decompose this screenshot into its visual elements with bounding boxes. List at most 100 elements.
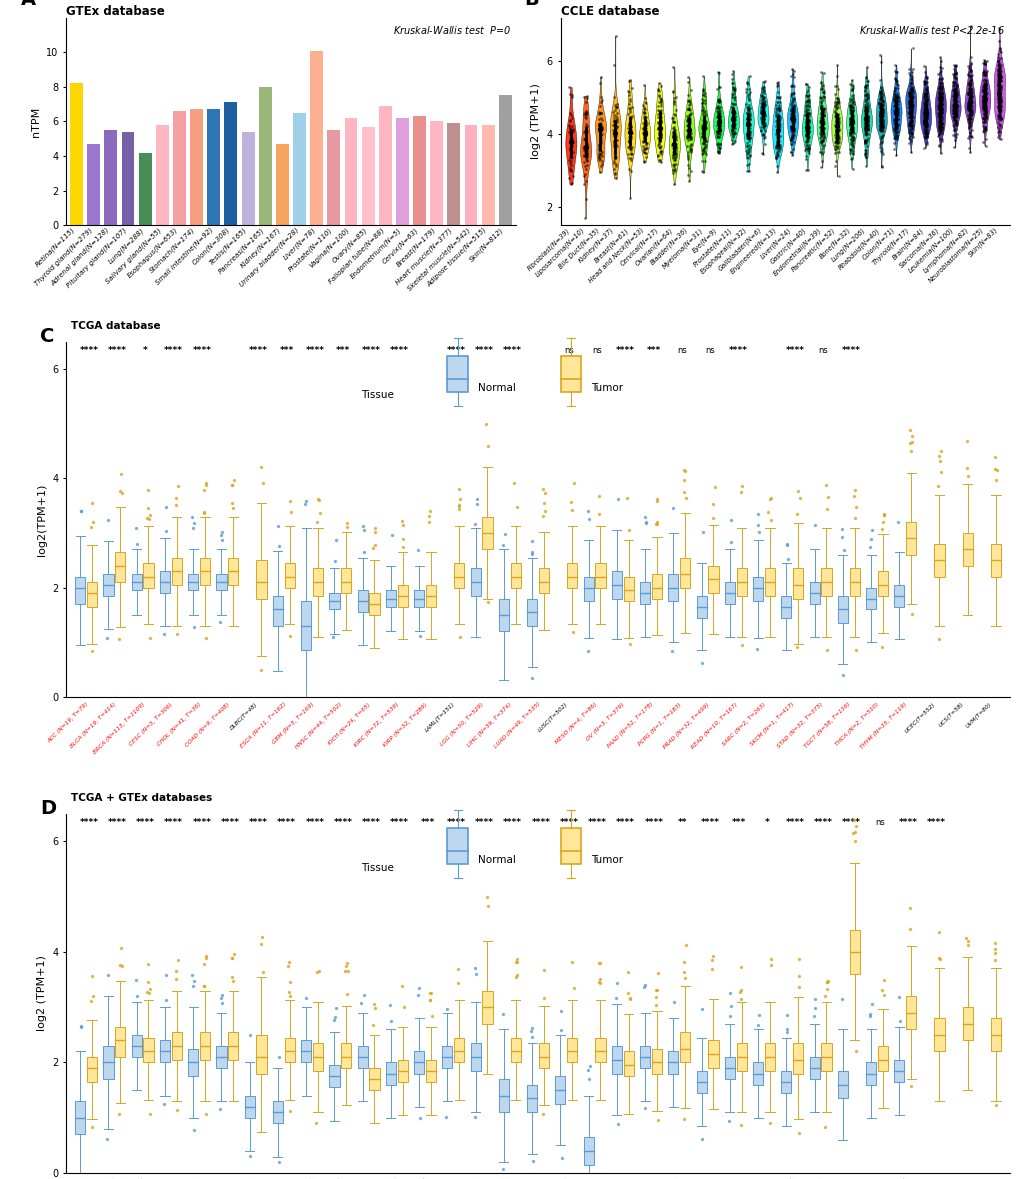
Point: [726, 124, 742, 143]
Point: [974, 66, 990, 85]
Point: [960, 127, 976, 146]
Point: [727, 118, 743, 137]
Text: A: A: [21, 0, 37, 9]
Point: [841, 97, 857, 116]
Point: [755, 84, 771, 103]
Point: [887, 70, 903, 88]
Point: [947, 99, 963, 118]
Point: [989, 86, 1006, 105]
Point: [812, 117, 828, 136]
Point: [710, 91, 727, 110]
Point: [739, 111, 755, 130]
Point: [932, 88, 949, 107]
Point: [812, 62, 828, 81]
Point: [859, 113, 875, 132]
Point: [663, 134, 680, 153]
Point: [768, 113, 785, 132]
Point: [634, 140, 650, 159]
Point: [113, 483, 129, 502]
Point: [856, 134, 872, 153]
Point: [681, 130, 697, 149]
Point: [932, 73, 949, 92]
Point: [890, 513, 906, 532]
Point: [916, 118, 932, 137]
Point: [799, 120, 815, 139]
Point: [887, 120, 903, 139]
Point: [590, 120, 606, 139]
Point: [871, 104, 888, 123]
Point: [682, 134, 698, 153]
Point: [858, 98, 874, 117]
Point: [797, 126, 813, 145]
Point: [84, 967, 100, 986]
Point: [901, 84, 917, 103]
Point: [900, 103, 916, 121]
Point: [918, 108, 934, 127]
Point: [753, 113, 769, 132]
Point: [72, 1017, 89, 1036]
Point: [917, 84, 933, 103]
Point: [961, 99, 977, 118]
Point: [887, 98, 903, 117]
Point: [696, 117, 712, 136]
Point: [709, 112, 726, 131]
Point: [327, 531, 343, 549]
Point: [770, 117, 787, 136]
Point: [726, 103, 742, 121]
Point: [916, 80, 932, 99]
Point: [976, 85, 993, 104]
Point: [681, 99, 697, 118]
Point: [842, 130, 858, 149]
Point: [843, 116, 859, 134]
Point: [224, 949, 240, 968]
Point: [991, 108, 1008, 127]
Point: [812, 118, 828, 137]
Point: [888, 72, 904, 91]
Point: [681, 92, 697, 111]
Point: [918, 100, 934, 119]
Point: [770, 137, 787, 156]
Point: [282, 503, 299, 522]
Point: [196, 976, 212, 995]
Point: [871, 90, 888, 108]
Point: [945, 86, 961, 105]
Point: [741, 129, 757, 147]
Point: [651, 113, 667, 132]
Point: [916, 124, 932, 143]
Point: [871, 110, 888, 129]
Point: [844, 141, 860, 160]
Point: [785, 121, 801, 140]
Point: [740, 80, 756, 99]
Point: [768, 144, 785, 163]
Point: [561, 141, 578, 160]
Point: [725, 103, 741, 121]
Point: [976, 93, 993, 112]
Point: [649, 1111, 665, 1129]
Point: [704, 495, 720, 514]
Point: [814, 112, 830, 131]
Point: [676, 962, 692, 981]
Point: [100, 511, 116, 529]
Point: [561, 131, 578, 150]
Point: [638, 138, 654, 157]
Point: [590, 136, 606, 154]
Point: [577, 172, 593, 191]
Point: [798, 120, 814, 139]
Point: [635, 143, 651, 162]
Point: [829, 131, 846, 150]
Point: [887, 104, 903, 123]
Point: [976, 112, 993, 131]
Point: [666, 144, 683, 163]
Point: [887, 103, 903, 121]
Point: [799, 125, 815, 144]
Point: [989, 92, 1006, 111]
Point: [620, 99, 636, 118]
Point: [975, 119, 991, 138]
Point: [962, 113, 978, 132]
Point: [785, 67, 801, 86]
Point: [770, 106, 787, 125]
Point: [930, 630, 947, 648]
Point: [722, 996, 739, 1015]
Point: [797, 74, 813, 93]
Point: [976, 107, 993, 126]
